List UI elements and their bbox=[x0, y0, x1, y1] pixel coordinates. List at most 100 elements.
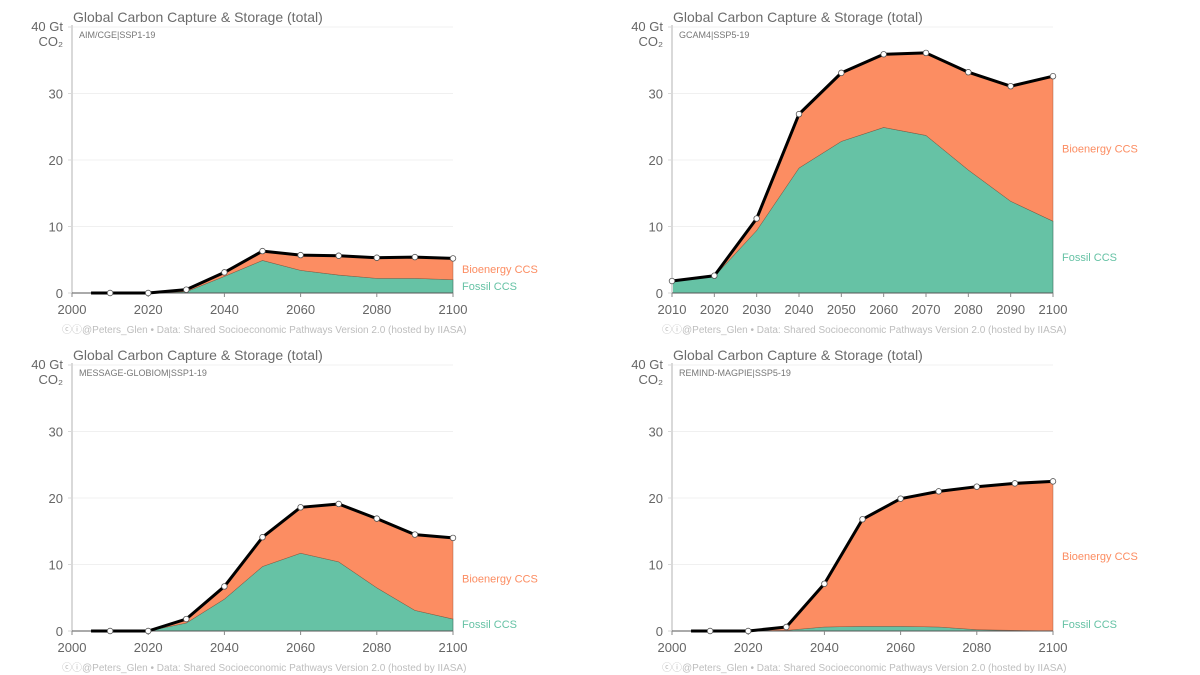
legend-fossil-ccs: Fossil CCS bbox=[462, 281, 517, 293]
y-axis-unit: CO₂ bbox=[638, 372, 663, 387]
total-data-point bbox=[1011, 480, 1019, 487]
x-tick-label: 2020 bbox=[134, 302, 163, 317]
chart-title: Global Carbon Capture & Storage (total) bbox=[673, 9, 923, 25]
legend-bioenergy-ccs: Bioenergy CCS bbox=[1062, 144, 1138, 156]
y-tick-label: 20 bbox=[49, 153, 63, 168]
chart-title: Global Carbon Capture & Storage (total) bbox=[673, 347, 923, 363]
legend-bioenergy-ccs: Bioenergy CCS bbox=[462, 573, 538, 585]
total-data-point bbox=[106, 289, 114, 297]
total-data-point bbox=[922, 49, 930, 57]
y-axis-unit: CO₂ bbox=[38, 372, 63, 387]
total-ccs-line bbox=[671, 51, 1054, 283]
legend-fossil-ccs: Fossil CCS bbox=[462, 619, 517, 631]
total-data-point bbox=[449, 255, 457, 262]
total-data-point bbox=[144, 289, 152, 297]
total-data-point bbox=[297, 504, 304, 511]
footer-credit: ⓒⓘ@Peters_Glen • Data: Shared Socioecono… bbox=[662, 324, 1066, 336]
x-tick-label: 2040 bbox=[785, 302, 814, 317]
footer-credit: ⓒⓘ@Peters_Glen • Data: Shared Socioecono… bbox=[62, 324, 466, 336]
model-scenario-label: GCAM4|SSP5-19 bbox=[679, 30, 749, 40]
footer-credit: ⓒⓘ@Peters_Glen • Data: Shared Socioecono… bbox=[62, 662, 466, 674]
total-data-point bbox=[259, 534, 266, 541]
y-axis-unit: CO₂ bbox=[638, 34, 663, 49]
total-data-point bbox=[711, 272, 718, 279]
total-data-point bbox=[373, 254, 380, 261]
x-tick-label: 2010 bbox=[658, 302, 687, 317]
y-tick-label: 10 bbox=[49, 220, 63, 235]
total-data-point bbox=[880, 51, 887, 58]
x-tick-label: 2030 bbox=[742, 302, 771, 317]
y-tick-label: 30 bbox=[49, 425, 63, 440]
x-tick-label: 2080 bbox=[954, 302, 983, 317]
total-data-point bbox=[706, 627, 714, 635]
total-data-point bbox=[668, 277, 676, 285]
x-tick-label: 2080 bbox=[362, 640, 391, 655]
legend-bioenergy-ccs: Bioenergy CCS bbox=[1062, 551, 1138, 563]
legend-fossil-ccs: Fossil CCS bbox=[1062, 252, 1117, 264]
chart-title: Global Carbon Capture & Storage (total) bbox=[73, 347, 323, 363]
total-data-point bbox=[373, 515, 380, 522]
x-tick-label: 2100 bbox=[439, 302, 468, 317]
x-tick-label: 2040 bbox=[810, 640, 839, 655]
model-scenario-label: REMIND-MAGPIE|SSP5-19 bbox=[679, 368, 791, 378]
total-data-point bbox=[183, 286, 190, 293]
y-tick-label: 0 bbox=[656, 624, 663, 639]
total-data-point bbox=[973, 483, 980, 490]
total-data-point bbox=[411, 253, 419, 261]
bioenergy-ccs-area bbox=[691, 481, 1054, 632]
model-scenario-label: AIM/CGE|SSP1-19 bbox=[79, 30, 155, 40]
total-data-point bbox=[1049, 73, 1057, 80]
total-data-point bbox=[859, 516, 866, 523]
y-tick-label: 30 bbox=[649, 425, 663, 440]
total-data-point bbox=[297, 251, 304, 259]
y-axis-label: 40 Gt bbox=[31, 19, 63, 34]
y-tick-label: 20 bbox=[649, 153, 663, 168]
total-data-point bbox=[965, 69, 972, 76]
y-tick-label: 20 bbox=[649, 491, 663, 506]
x-tick-label: 2060 bbox=[886, 640, 915, 655]
y-tick-label: 0 bbox=[656, 286, 663, 301]
y-tick-label: 30 bbox=[649, 87, 663, 102]
total-data-point bbox=[106, 627, 114, 635]
total-data-point bbox=[753, 215, 760, 222]
x-tick-label: 2100 bbox=[1039, 640, 1068, 655]
total-data-point bbox=[838, 69, 845, 77]
total-data-point bbox=[144, 627, 152, 635]
y-tick-label: 10 bbox=[49, 558, 63, 573]
x-tick-label: 2060 bbox=[286, 640, 315, 655]
total-data-point bbox=[744, 627, 752, 635]
total-data-point bbox=[897, 495, 904, 502]
y-axis-label: 40 Gt bbox=[31, 357, 63, 372]
x-tick-label: 2060 bbox=[286, 302, 315, 317]
total-data-point bbox=[783, 623, 790, 631]
y-axis-unit: CO₂ bbox=[38, 34, 63, 49]
x-tick-label: 2040 bbox=[210, 640, 239, 655]
x-tick-label: 2100 bbox=[439, 640, 468, 655]
footer-credit: ⓒⓘ@Peters_Glen • Data: Shared Socioecono… bbox=[662, 662, 1066, 674]
chart-title: Global Carbon Capture & Storage (total) bbox=[73, 9, 323, 25]
x-tick-label: 2090 bbox=[996, 302, 1025, 317]
total-data-point bbox=[221, 269, 228, 276]
model-scenario-label: MESSAGE-GLOBIOM|SSP1-19 bbox=[79, 368, 207, 378]
y-axis-label: 40 Gt bbox=[631, 19, 663, 34]
y-tick-label: 0 bbox=[56, 286, 63, 301]
x-tick-label: 2070 bbox=[912, 302, 941, 317]
total-data-point bbox=[411, 531, 419, 538]
total-data-point bbox=[1049, 478, 1057, 485]
x-tick-label: 2000 bbox=[58, 640, 87, 655]
y-tick-label: 30 bbox=[49, 87, 63, 102]
x-tick-label: 2000 bbox=[658, 640, 687, 655]
total-data-point bbox=[183, 615, 190, 623]
total-data-point bbox=[221, 583, 228, 590]
x-tick-label: 2040 bbox=[210, 302, 239, 317]
legend-fossil-ccs: Fossil CCS bbox=[1062, 619, 1117, 631]
total-data-point bbox=[795, 110, 803, 118]
x-tick-label: 2080 bbox=[962, 640, 991, 655]
y-axis-label: 40 Gt bbox=[631, 357, 663, 372]
total-data-point bbox=[821, 580, 828, 587]
y-tick-label: 10 bbox=[649, 558, 663, 573]
